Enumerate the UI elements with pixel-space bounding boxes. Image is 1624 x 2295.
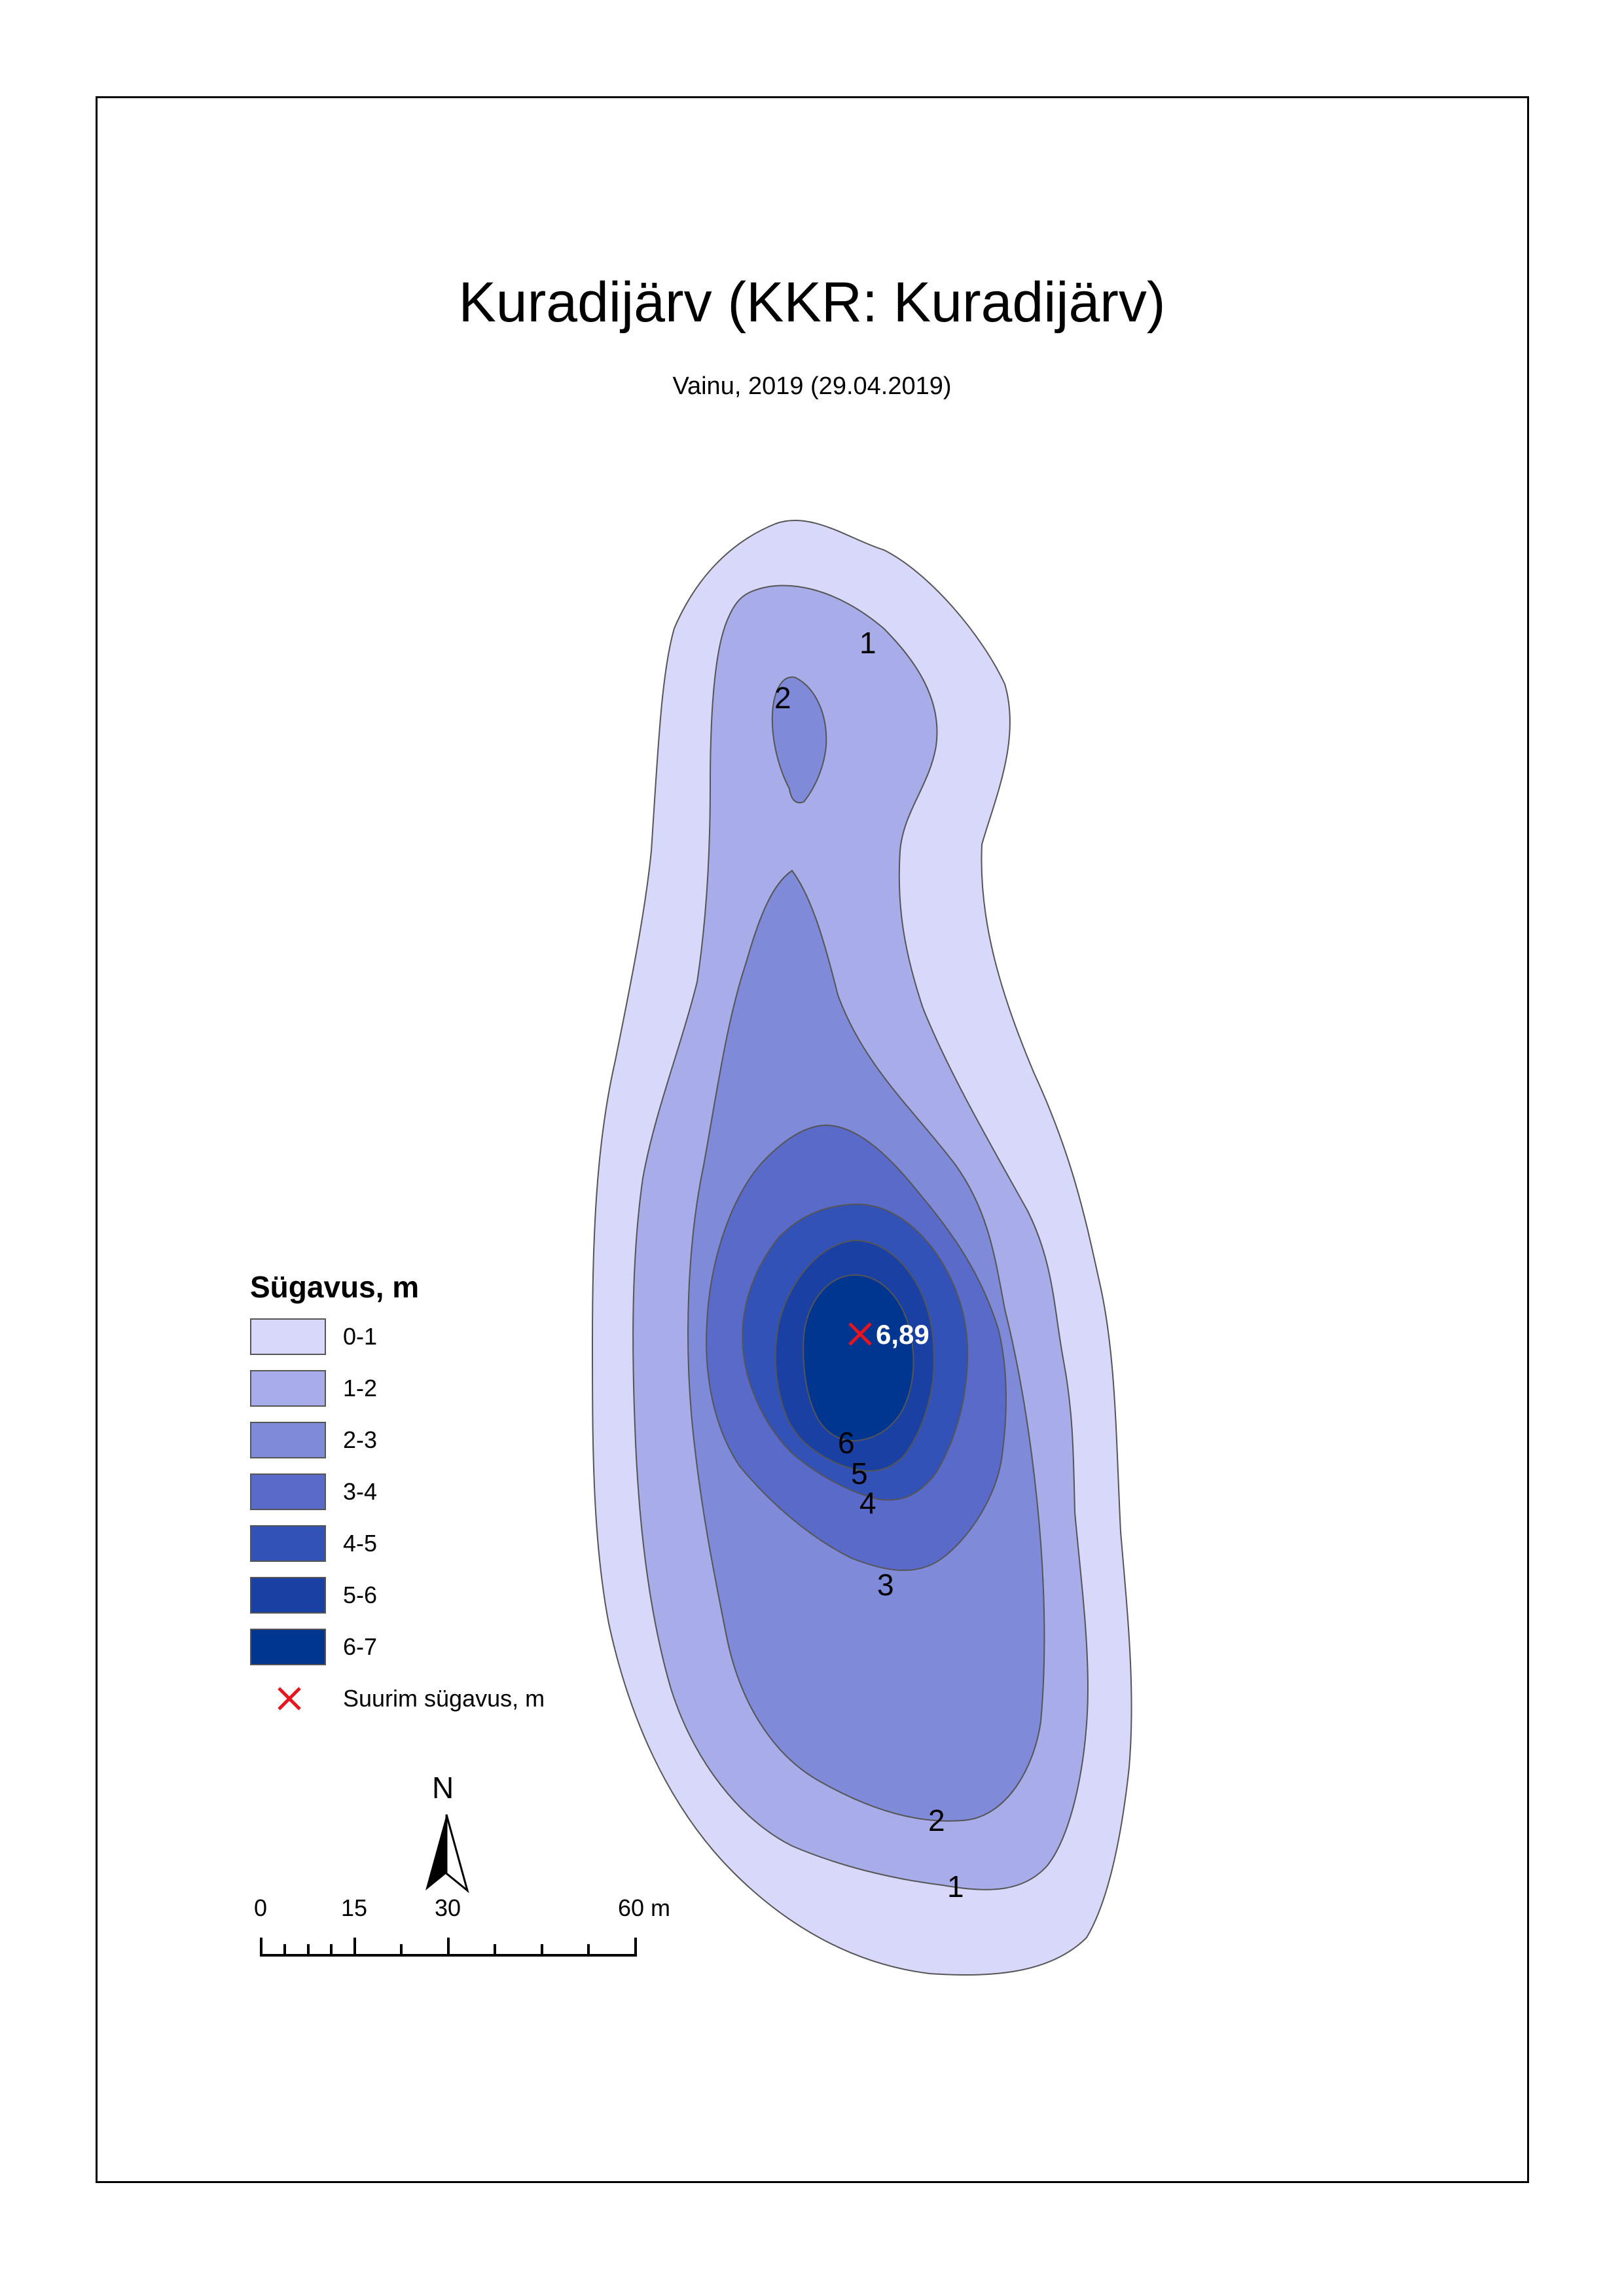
contour-label: 1 [859, 626, 876, 660]
scale-label: 15 [341, 1894, 368, 1921]
legend-label: Suurim sügavus, m [343, 1684, 545, 1712]
legend-label: 6-7 [343, 1633, 378, 1660]
legend-item: 2-3 [250, 1420, 708, 1459]
contour-label: 2 [774, 681, 791, 715]
legend-swatch [250, 1525, 326, 1562]
map-frame [96, 96, 1529, 2183]
legend-item: 0-1 [250, 1317, 708, 1356]
map-subtitle: Vainu, 2019 (29.04.2019) [672, 372, 952, 400]
legend-label: 2-3 [343, 1426, 378, 1453]
legend-item: 6-7 [250, 1627, 708, 1666]
legend-swatch [250, 1318, 326, 1355]
legend-label: 3-4 [343, 1477, 378, 1505]
depth-zone-6-7 [803, 1274, 914, 1441]
legend-item: 3-4 [250, 1472, 708, 1511]
legend-item: 5-6 [250, 1576, 708, 1614]
legend-swatch [250, 1369, 326, 1407]
legend-label: 4-5 [343, 1529, 378, 1557]
contour-label: 1 [947, 1870, 964, 1904]
map-title: Kuradijärv (KKR: Kuradijärv) [458, 271, 1166, 334]
legend-item: 4-5 [250, 1524, 708, 1563]
legend-item: 1-2 [250, 1369, 708, 1407]
north-label: N [432, 1771, 454, 1805]
legend-label: 5-6 [343, 1581, 378, 1608]
contour-label: 2 [928, 1803, 945, 1837]
contour-label: 4 [859, 1486, 876, 1520]
contour-label: 3 [877, 1568, 894, 1602]
max-depth-marker [848, 1322, 872, 1346]
legend-swatch [250, 1576, 326, 1614]
scale-labels: 0 15 30 60 m [0, 1895, 720, 1928]
legend: Sügavus, m 0-1 1-2 2-3 3-4 4-5 5-6 6-7 S… [250, 1269, 708, 1718]
cross-icon [250, 1680, 326, 1717]
legend-label: 1-2 [343, 1374, 378, 1401]
legend-swatch [250, 1628, 326, 1665]
contour-label: 5 [851, 1456, 868, 1491]
scale-label: 30 [435, 1894, 461, 1921]
north-arrow-icon [425, 1814, 469, 1894]
contour-label: 6 [838, 1426, 855, 1460]
max-depth-value: 6,89 [876, 1319, 929, 1350]
scale-label: 60 m [618, 1894, 671, 1921]
legend-swatch [250, 1421, 326, 1458]
scale-label: 0 [254, 1894, 268, 1921]
scale-bar [260, 1938, 637, 1957]
legend-label: 0-1 [343, 1322, 378, 1350]
legend-item-max-depth: Suurim sügavus, m [250, 1679, 708, 1718]
legend-title: Sügavus, m [250, 1270, 420, 1304]
legend-swatch [250, 1473, 326, 1510]
depth-zone-2-3-north [771, 676, 827, 804]
